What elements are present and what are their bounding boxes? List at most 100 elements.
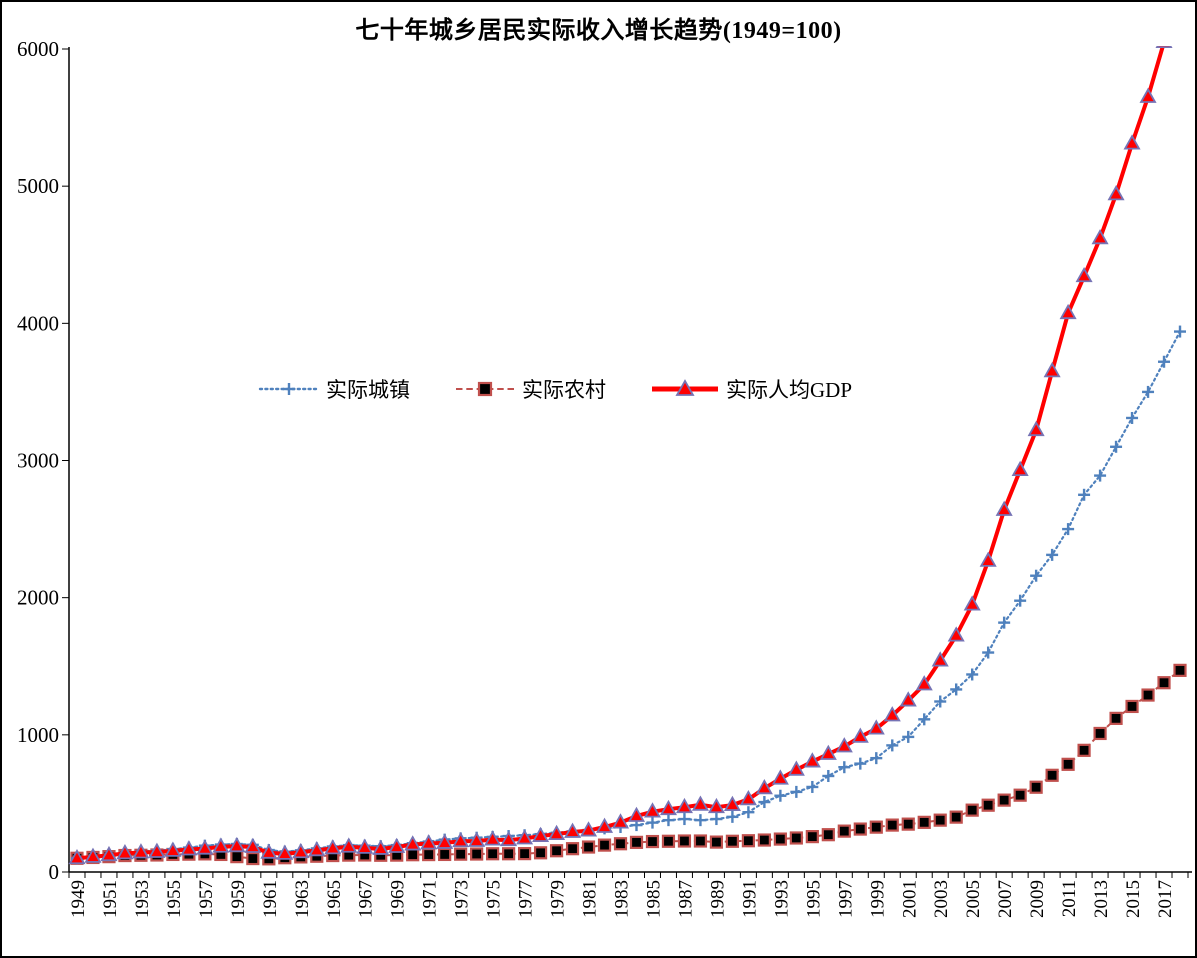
svg-text:2013: 2013 [1091,880,1112,918]
urban-plus-marker [662,814,675,827]
urban-plus-marker [918,713,931,726]
gdp-triangle-marker [308,840,326,857]
rural-square-marker [613,837,628,851]
gdp-triangle-marker [484,830,502,846]
legend-item-gdp: 实际人均GDP [650,374,852,404]
gdp-triangle-marker [915,675,933,691]
series-gdp-line [76,46,1165,861]
rural-square-marker [1125,699,1139,714]
svg-text:1955: 1955 [164,880,185,918]
svg-text:1965: 1965 [324,880,345,918]
legend-item-rural: 实际农村 [454,374,606,404]
rural-square-marker [533,846,548,860]
urban-plus-marker [870,752,883,765]
svg-text:1987: 1987 [675,880,696,918]
svg-text:1985: 1985 [643,880,664,918]
svg-text:1961: 1961 [260,880,281,918]
rural-square-marker [965,803,979,817]
gdp-triangle-marker [100,845,118,862]
rural-square-marker [837,824,851,838]
rural-square-marker [1077,743,1091,757]
gdp-triangle-marker [148,842,166,858]
urban-plus-marker [710,813,723,826]
svg-text:2005: 2005 [963,880,984,918]
rural-square-marker [917,815,931,829]
rural-square-marker [885,818,899,832]
svg-text:0: 0 [49,860,60,884]
urban-plus-marker [1142,385,1155,398]
gdp-triangle-marker [947,626,965,642]
gdp-triangle-marker [1027,420,1045,437]
svg-text:1979: 1979 [548,880,569,918]
gdp-triangle-marker [1107,185,1125,201]
rural-square-marker [757,833,771,847]
gdp-triangle-marker [180,840,198,856]
gdp-triangle-marker [68,848,86,865]
gdp-triangle-marker [276,844,294,860]
svg-text:2001: 2001 [899,880,920,918]
gdp-triangle-marker [739,789,757,806]
rural-square-marker [933,813,947,827]
gdp-triangle-marker [292,842,310,859]
gdp-triangle-marker [468,831,486,847]
gdp-triangle-marker [803,752,821,768]
gdp-triangle-marker [851,727,869,743]
svg-text:2015: 2015 [1123,880,1144,918]
gdp-triangle-marker [340,837,358,853]
svg-text:1957: 1957 [196,880,217,918]
urban-plus-marker [742,806,755,819]
rural-square-marker [773,832,787,846]
gdp-triangle-marker [356,838,374,854]
rural-square-marker [581,840,596,854]
gdp-triangle-marker [548,824,566,841]
legend-label-urban: 实际城镇 [326,378,410,402]
urban-plus-marker [934,695,947,708]
urban-plus-marker [886,739,899,752]
rural-square-marker [1141,688,1155,702]
tick-marks [62,48,1189,878]
gdp-triangle-marker [452,831,470,848]
svg-text:1971: 1971 [420,880,441,918]
legend-label-rural: 实际农村 [522,378,606,402]
series-urban-line [75,330,1182,860]
urban-plus-marker [1030,569,1043,582]
svg-text:4000: 4000 [17,311,59,335]
gdp-triangle-marker [819,744,837,760]
gdp-triangle-marker [212,837,230,853]
urban-plus-marker [646,816,659,829]
gdp-triangle-marker [995,500,1013,516]
rural-square-marker [1157,676,1171,690]
svg-text:3000: 3000 [17,449,59,473]
rural-square-marker [1045,768,1059,782]
gdp-triangle-marker [771,769,789,785]
gdp-triangle-marker [244,837,262,853]
gdp-triangle-marker [755,778,773,795]
urban-plus-marker [1078,488,1091,501]
gdp-triangle-marker [500,830,518,847]
urban-plus-marker [774,789,787,802]
urban-plus-marker [1158,355,1171,368]
rural-square-marker [422,847,436,862]
urban-plus-marker [806,780,819,793]
rural-square-marker [725,834,740,848]
rural-square-marker [789,831,803,845]
urban-plus-marker [1094,469,1107,482]
svg-text:1973: 1973 [452,880,473,918]
gdp-triangle-marker [196,839,214,855]
rural-square-marker [805,830,819,844]
rural-square-marker [1061,757,1075,771]
svg-text:2007: 2007 [995,880,1016,918]
svg-text:1953: 1953 [132,880,153,918]
gdp-triangle-marker [132,843,150,859]
dashed-line-square-marker-icon [456,381,514,397]
legend-label-gdp: 实际人均GDP [726,378,853,402]
gdp-triangle-marker [580,821,598,837]
gdp-triangle-marker [675,797,693,814]
gdp-triangle-marker [532,826,550,842]
rural-square-marker [454,847,468,861]
urban-plus-marker [822,769,835,782]
gdp-triangle-marker [164,841,182,857]
svg-text:1995: 1995 [803,880,824,918]
gdp-triangle-marker [1091,228,1109,245]
rural-square-marker [741,834,755,848]
